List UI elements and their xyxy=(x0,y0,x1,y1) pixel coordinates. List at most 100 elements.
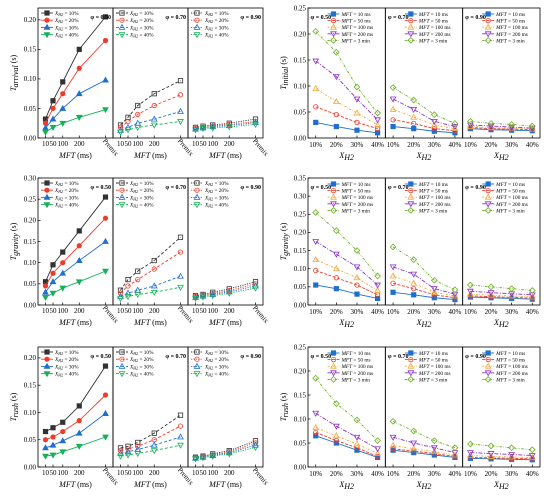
data-point xyxy=(42,444,49,451)
x-tick-label: 40% xyxy=(526,470,539,478)
data-point xyxy=(102,392,109,398)
legend-label: XH2 = 30% xyxy=(129,25,154,31)
series-line xyxy=(315,432,378,457)
legend-label: XH2 = 30% xyxy=(129,195,154,201)
series-5 xyxy=(312,209,381,280)
data-point xyxy=(252,122,259,129)
legend: XH2 = 10%XH2 = 20%XH2 = 30% XH2 = 40% xyxy=(116,10,154,39)
x-axis-title: XH2 xyxy=(338,151,354,162)
x-tick-label: 30% xyxy=(428,141,441,149)
legend-marker xyxy=(330,11,337,17)
legend-marker xyxy=(330,356,337,363)
data-point xyxy=(50,262,56,268)
data-point xyxy=(192,454,199,461)
data-point xyxy=(374,286,381,293)
data-point xyxy=(125,118,131,125)
x-tick-label: 20% xyxy=(330,308,343,316)
data-point xyxy=(102,237,109,244)
phi-label: φ = 0.50 xyxy=(311,185,332,191)
data-point xyxy=(508,285,516,293)
x-axis-title: MFT (ms) xyxy=(58,480,92,489)
x-tick-label: 10 xyxy=(192,140,200,148)
data-point xyxy=(252,441,259,448)
legend-marker xyxy=(43,362,51,369)
series-line xyxy=(392,444,456,456)
x-tick-label: 10 xyxy=(192,307,200,315)
data-point xyxy=(431,452,437,458)
y-tick-label: 0.20 xyxy=(24,354,37,362)
data-point xyxy=(42,437,49,443)
x-tick-label: 10% xyxy=(464,141,477,149)
legend-label: XH2 = 40% xyxy=(129,33,154,39)
phi-label: φ = 0.70 xyxy=(388,185,409,191)
data-point xyxy=(312,58,320,65)
data-point xyxy=(177,284,184,291)
data-point xyxy=(390,289,396,295)
series-line xyxy=(315,106,378,130)
x-tick-label: 200 xyxy=(224,307,235,315)
x-axis-title: MFT (ms) xyxy=(133,318,167,327)
legend-label: MFT = 200 ms xyxy=(418,202,451,208)
x-axis-title: MFT (ms) xyxy=(58,151,92,160)
legend-label: XH2 = 30% xyxy=(54,25,79,31)
series-4 xyxy=(467,450,536,460)
series-3 xyxy=(192,441,259,461)
legend-marker xyxy=(407,201,415,208)
series-line xyxy=(195,444,256,459)
y-axis-title: Trush (s) xyxy=(279,392,290,421)
legend-label: MFT = 3 min xyxy=(495,208,525,214)
data-point xyxy=(199,124,207,131)
data-point xyxy=(151,102,157,109)
series-4 xyxy=(467,288,536,299)
panel-3: 10 50 100 200 Premix MFT (ms) XH2 = 10%XH2 = 2… xyxy=(187,346,270,489)
legend-marker xyxy=(330,362,337,369)
legend-label: XH2 = 30% xyxy=(204,195,229,201)
x-axis-title: XH2 xyxy=(416,151,432,162)
legend-label: MFT = 3 min xyxy=(495,38,525,44)
y-tick-label: 0.00 xyxy=(294,463,307,471)
data-point xyxy=(389,105,397,112)
data-point xyxy=(225,451,233,458)
data-point xyxy=(332,97,340,104)
data-point xyxy=(177,234,184,240)
data-point xyxy=(151,91,157,97)
data-point xyxy=(192,127,199,134)
legend-marker xyxy=(194,17,200,23)
y-tick-label: 0.00 xyxy=(294,134,307,142)
legend-label: MFT = 50 ms xyxy=(341,19,371,25)
y-axis-title: Trush (s) xyxy=(9,392,20,421)
y-tick-label: 0.20 xyxy=(24,16,37,24)
x-tick-label: 10 xyxy=(42,307,50,315)
phi-label: φ = 0.70 xyxy=(165,15,186,21)
x-tick-label: 100 xyxy=(58,307,69,315)
legend-marker xyxy=(330,193,337,200)
data-point xyxy=(59,120,67,127)
data-point xyxy=(177,92,184,98)
x-tick-label: 30% xyxy=(428,308,441,316)
legend-marker xyxy=(484,193,492,200)
phi-label: φ = 0.50 xyxy=(90,354,111,360)
legend-label: XH2 = 40% xyxy=(204,203,229,209)
data-point xyxy=(467,281,474,289)
x-tick-label: 10 xyxy=(42,469,50,477)
data-point xyxy=(177,272,184,279)
series-line xyxy=(393,291,455,301)
legend-label: XH2 = 20% xyxy=(54,188,79,194)
data-point xyxy=(134,450,142,457)
series-line xyxy=(393,449,455,458)
data-point xyxy=(487,442,495,450)
y-tick-label: 0.00 xyxy=(24,301,37,309)
data-point xyxy=(528,453,536,460)
data-point xyxy=(252,116,259,122)
data-point xyxy=(49,124,57,131)
data-point xyxy=(313,429,319,436)
data-point xyxy=(150,115,158,122)
series-2 xyxy=(42,37,109,126)
data-point xyxy=(252,282,259,289)
series-line xyxy=(120,80,181,126)
legend-marker xyxy=(484,376,492,383)
legend-marker xyxy=(193,23,201,30)
